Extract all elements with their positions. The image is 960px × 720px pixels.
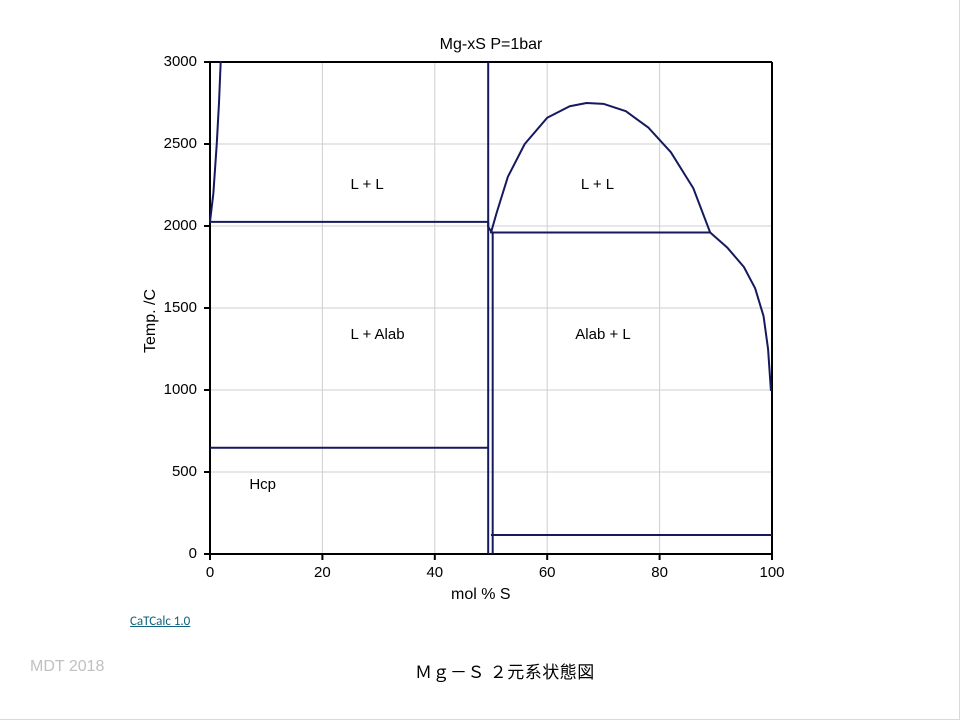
y-tick-label: 1500	[164, 299, 197, 316]
phase-diagram-chart	[0, 0, 960, 720]
phase-region-label: L + Alab	[351, 326, 405, 343]
chart-title: Mg-xS P=1bar	[210, 36, 772, 54]
x-tick-label: 80	[645, 564, 675, 581]
chart-svg	[0, 0, 960, 720]
y-tick-label: 2000	[164, 217, 197, 234]
x-tick-label: 20	[307, 564, 337, 581]
x-tick-label: 60	[532, 564, 562, 581]
y-tick-label: 0	[189, 545, 197, 562]
phase-region-label: L + L	[351, 176, 384, 193]
phase-region-label: Hcp	[249, 476, 276, 493]
phase-region-label: Alab + L	[575, 326, 630, 343]
y-tick-label: 500	[172, 463, 197, 480]
x-tick-label: 100	[757, 564, 787, 581]
y-tick-label: 2500	[164, 135, 197, 152]
page: Mg-xS P=1bar Temp. /C mol % S 0 20 40 60 80 1…	[0, 0, 960, 720]
x-axis-label: mol % S	[451, 586, 511, 604]
phase-region-label: L + L	[581, 176, 614, 193]
y-tick-label: 3000	[164, 53, 197, 70]
catcalc-link[interactable]: CaTCalc 1.0	[130, 614, 190, 629]
y-axis-label: Temp. /C	[142, 289, 160, 353]
y-tick-label: 1000	[164, 381, 197, 398]
caption-jp: Ｍｇ－Ｓ ２元系状態図	[415, 658, 595, 683]
mdt-watermark: MDT 2018	[30, 658, 104, 676]
x-tick-label: 40	[420, 564, 450, 581]
x-tick-label: 0	[195, 564, 225, 581]
